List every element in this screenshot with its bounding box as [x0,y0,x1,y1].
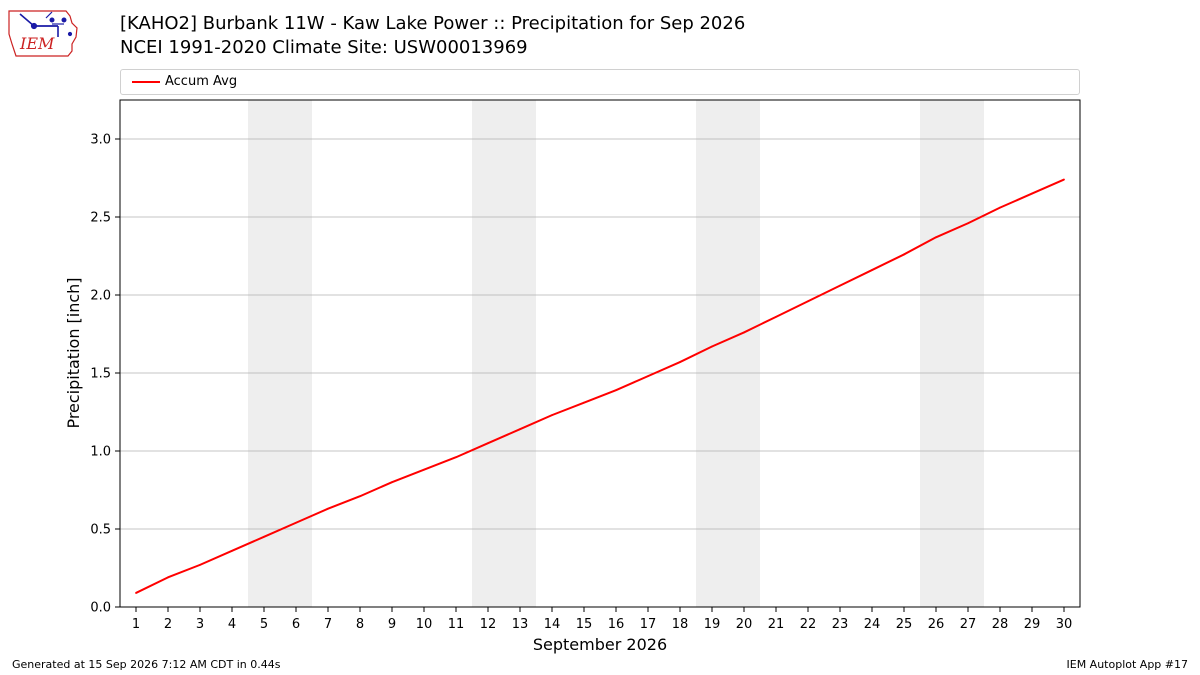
data-point [775,315,777,318]
x-tick-label: 18 [672,617,689,632]
x-tick-label: 25 [896,617,913,632]
data-point [1063,178,1065,181]
series-line-accum-avg [135,178,1065,594]
x-axis-label: September 2026 [533,635,667,654]
x-tick-label: 3 [196,617,204,632]
x-tick-label: 29 [1024,617,1041,632]
x-tick-label: 26 [928,617,945,632]
data-point [903,253,905,256]
data-point [583,401,585,404]
legend-swatch-accum-avg [132,81,160,83]
x-tick-label: 16 [608,617,625,632]
data-point [807,300,809,303]
chart-subtitle: NCEI 1991-2020 Climate Site: USW00013969 [120,37,528,58]
data-point [199,563,201,566]
x-tick-label: 27 [960,617,977,632]
iem-logo: IEM [8,10,78,57]
y-tick-label: 2.0 [90,289,111,304]
weather-station-icon [19,11,73,37]
x-tick-label: 15 [576,617,593,632]
x-tick-label: 23 [832,617,849,632]
x-tick-label: 11 [448,617,465,632]
x-tick-label: 22 [800,617,817,632]
data-point [423,468,425,471]
x-tick-label: 19 [704,617,721,632]
x-tick-label: 21 [768,617,785,632]
chart-title: [KAHO2] Burbank 11W - Kaw Lake Power :: … [120,13,746,34]
data-point [135,592,137,594]
legend: Accum Avg [120,69,1080,95]
x-tick-label: 2 [164,617,172,632]
footer-generated: Generated at 15 Sep 2026 7:12 AM CDT in … [12,658,281,671]
y-tick-label: 1.0 [90,445,111,460]
data-point [167,576,169,579]
footer-app: IEM Autoplot App #17 [1066,658,1189,671]
data-point [487,442,489,445]
data-point [551,414,553,417]
legend-label-accum-avg: Accum Avg [165,74,238,89]
y-tick-label: 3.0 [90,133,111,148]
weekend-band-1 [248,100,312,607]
x-tick-label: 6 [292,617,300,632]
x-tick-label: 5 [260,617,268,632]
x-tick-label: 9 [388,617,396,632]
x-tick-label: 20 [736,617,753,632]
x-tick-label: 28 [992,617,1009,632]
data-point [935,236,937,239]
data-point [711,345,713,348]
x-tick-label: 10 [416,617,433,632]
plot-frame [119,99,1081,608]
weekend-band-2 [472,100,536,607]
x-tick-label: 24 [864,617,881,632]
data-point [327,507,329,510]
weekend-band-4 [920,100,984,607]
x-tick-label: 7 [324,617,332,632]
data-point [871,269,873,271]
data-point [391,481,393,484]
x-tick-label: 13 [512,617,529,632]
data-point [647,375,649,378]
data-point [615,389,617,392]
data-point [519,428,521,431]
data-point [295,521,297,524]
y-axis-label: Precipitation [inch] [64,277,83,428]
data-point [231,549,233,552]
iowa-outline [8,10,78,57]
y-tick-label: 2.5 [90,211,111,226]
data-point [839,284,841,287]
data-point [679,361,681,363]
x-tick-label: 12 [480,617,497,632]
x-tick-label: 17 [640,617,657,632]
weekend-band-3 [696,100,760,607]
x-tick-label: 14 [544,617,561,632]
logo-text: IEM [19,34,55,53]
x-tick-label: 4 [228,617,236,632]
y-tick-label: 0.5 [90,523,111,538]
y-tick-label: 0.0 [90,601,111,616]
data-point [743,331,745,334]
x-tick-label: 8 [356,617,364,632]
x-tick-label: 1 [132,617,140,632]
x-tick-label: 30 [1056,617,1073,632]
y-tick-label: 1.5 [90,367,111,382]
data-point [455,456,457,459]
data-point [359,495,361,498]
data-point [967,222,969,225]
data-point [999,206,1001,209]
data-point [1031,192,1033,195]
data-point [263,535,265,538]
